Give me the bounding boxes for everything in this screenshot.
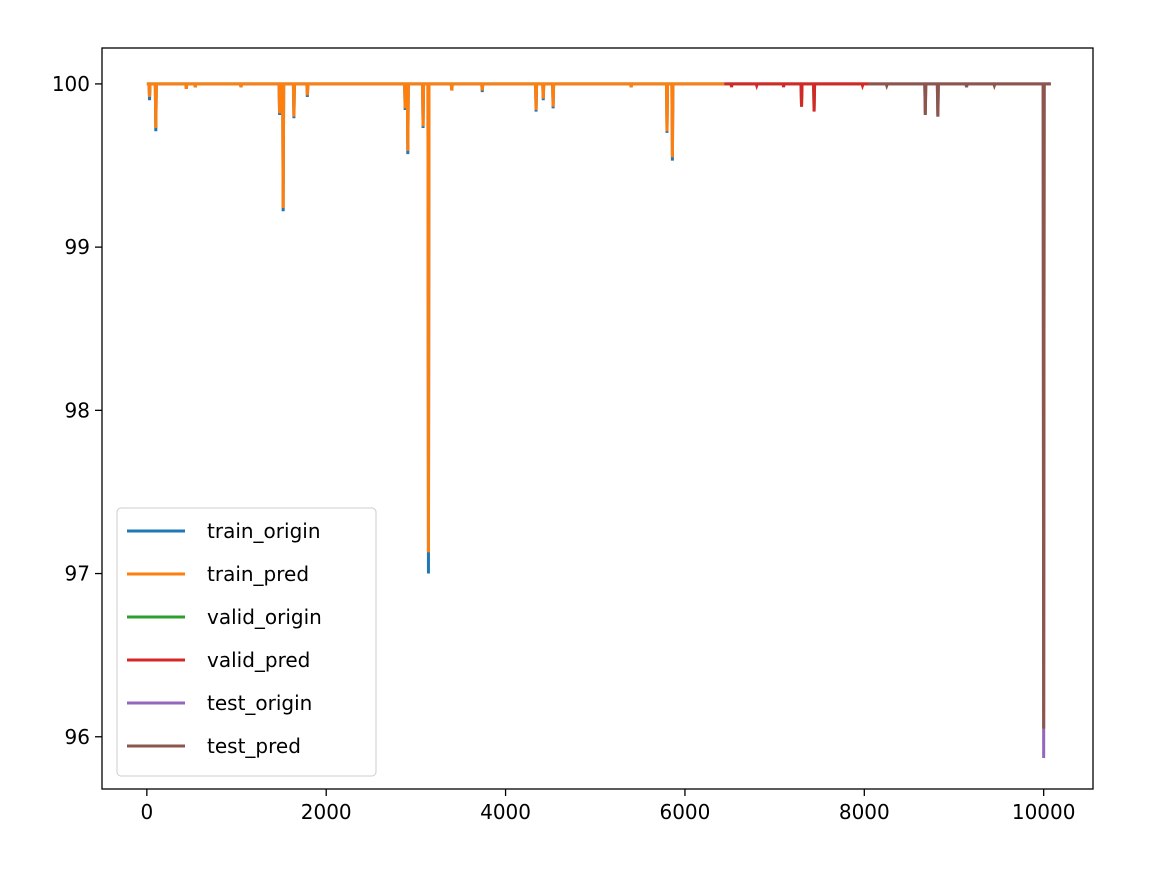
legend-label-valid-origin: valid_origin <box>207 605 322 629</box>
x-tick-label: 2000 <box>301 800 352 824</box>
x-tick-label: 0 <box>140 800 153 824</box>
x-tick-label: 6000 <box>659 800 710 824</box>
x-tick-label: 10000 <box>1012 800 1076 824</box>
legend-label-train-origin: train_origin <box>207 519 321 543</box>
legend-label-valid-pred: valid_pred <box>207 648 310 672</box>
y-tick-label: 99 <box>65 235 90 259</box>
x-tick-label: 4000 <box>480 800 531 824</box>
y-tick-label: 98 <box>65 398 90 422</box>
series-line-test-pred <box>868 82 1051 729</box>
x-tick-label: 8000 <box>839 800 890 824</box>
series-line-train-pred <box>146 82 725 553</box>
legend-label-test-origin: test_origin <box>207 691 312 715</box>
x-axis: 0 2000 4000 6000 8000 10000 <box>140 789 1075 824</box>
legend-label-test-pred: test_pred <box>207 734 301 758</box>
legend-label-train-pred: train_pred <box>207 562 309 586</box>
series-layer <box>146 82 1051 758</box>
y-axis: 96 97 98 99 100 <box>52 72 102 749</box>
y-tick-label: 97 <box>65 562 90 586</box>
legend: train_origin train_pred valid_origin valid_… <box>116 507 377 777</box>
plot-frame <box>101 47 1094 790</box>
y-tick-label: 100 <box>52 72 90 96</box>
y-tick-label: 96 <box>65 725 90 749</box>
series-line-valid-pred <box>724 82 869 112</box>
